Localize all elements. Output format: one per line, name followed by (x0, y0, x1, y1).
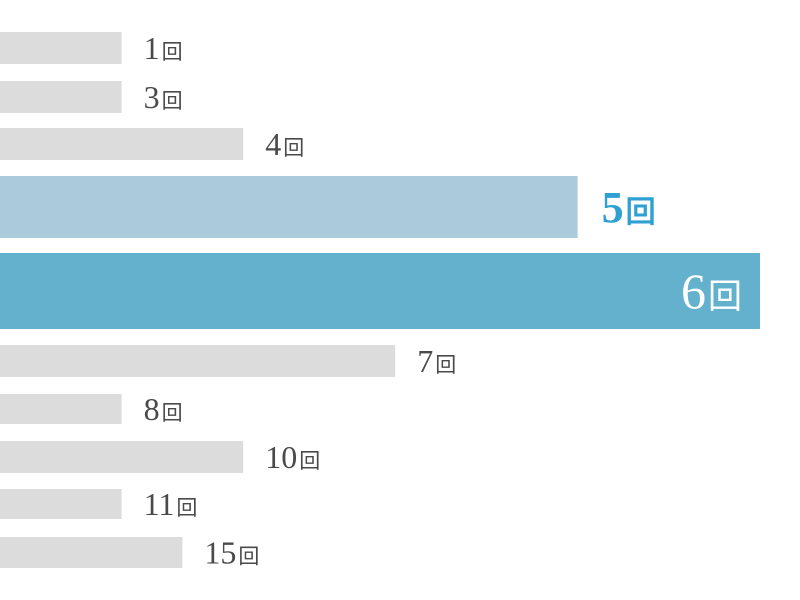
bar-label-unit: 回 (435, 353, 456, 377)
bar-label-unit: 回 (162, 40, 183, 64)
bar-label-unit: 回 (299, 449, 320, 473)
bar-label-unit: 回 (283, 136, 304, 160)
bar-7 (0, 394, 122, 424)
bar-4 (0, 176, 578, 238)
bar-label-number: 7 (417, 343, 433, 379)
bar-label-number: 4 (265, 126, 281, 162)
bar-label-unit: 回 (162, 401, 183, 425)
bar-label-number: 15 (204, 534, 236, 570)
bar-10 (0, 537, 183, 568)
bar-label-9: 11回 (144, 486, 198, 522)
bar-label-number: 5 (602, 183, 624, 232)
bar-label-unit: 回 (238, 544, 259, 568)
bar-label-unit: 回 (162, 89, 183, 113)
bar-label-number: 1 (144, 30, 160, 66)
bar-8 (0, 441, 244, 473)
bar-label-10: 15回 (204, 534, 259, 570)
bar-label-2: 3回 (144, 79, 183, 115)
bar-5 (0, 253, 760, 329)
bar-label-7: 8回 (144, 391, 183, 427)
bar-label-unit: 回 (626, 195, 656, 230)
bar-label-number: 3 (144, 79, 160, 115)
bar-label-number: 8 (144, 391, 160, 427)
bar-label-number: 10 (265, 439, 297, 475)
bar-label-5: 6回 (681, 263, 742, 319)
bar-label-unit: 回 (708, 277, 742, 317)
bar-2 (0, 81, 122, 113)
bar-label-unit: 回 (176, 496, 197, 520)
bar-label-number: 6 (681, 263, 706, 319)
bar-label-8: 10回 (265, 439, 320, 475)
bar-6 (0, 345, 396, 377)
bar-label-number: 11 (144, 486, 175, 522)
bar-label-3: 4回 (265, 126, 304, 162)
bar-label-4: 5回 (602, 183, 656, 232)
bar-9 (0, 489, 122, 519)
bar-1 (0, 32, 122, 64)
bar-label-1: 1回 (144, 30, 183, 66)
bar-label-6: 7回 (417, 343, 456, 379)
bar-3 (0, 128, 244, 160)
